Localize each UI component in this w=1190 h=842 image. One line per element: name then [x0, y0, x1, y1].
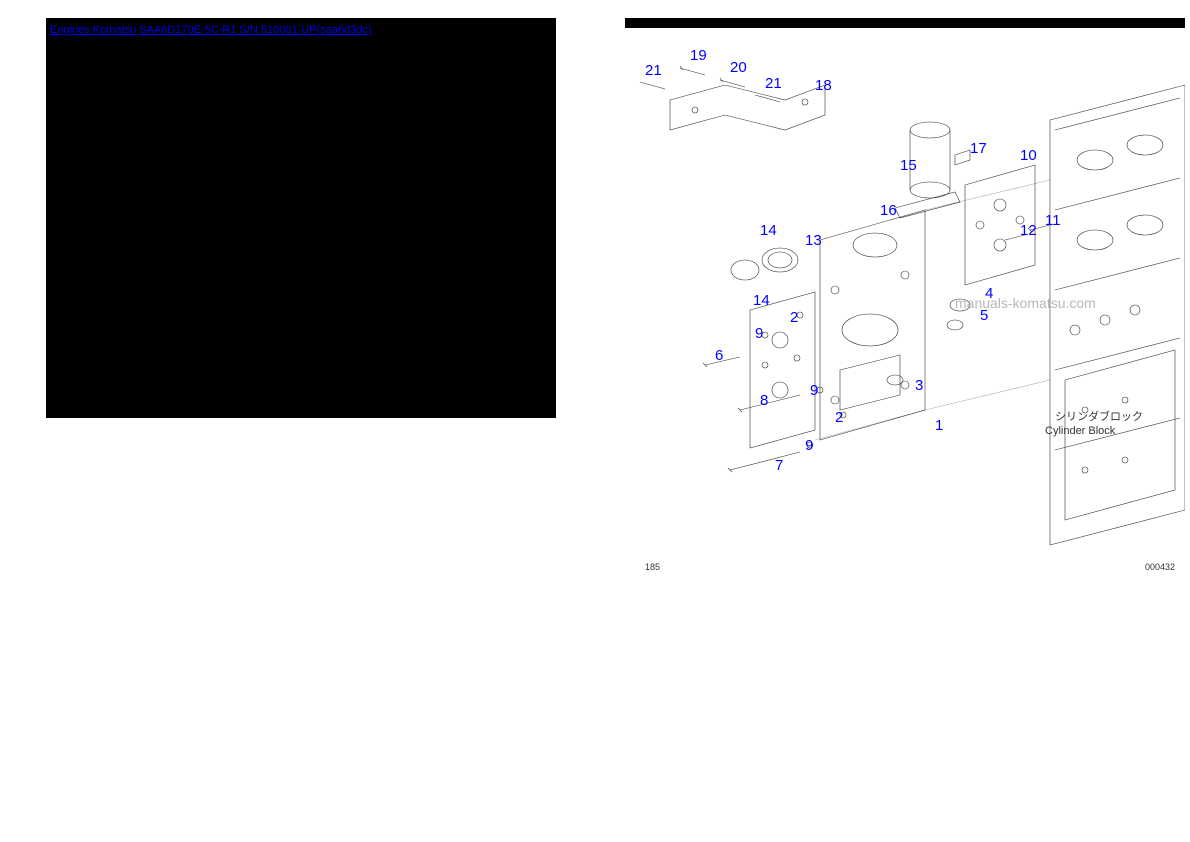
- callout-4: 4: [985, 285, 993, 302]
- parts-diagram: manuals-komatsu.com シリンダブロック Cylinder Bl…: [625, 30, 1185, 585]
- bracket-18: [670, 85, 825, 130]
- callout-2: 2: [790, 309, 798, 326]
- footer-left: 185: [645, 562, 660, 572]
- bearings: [731, 248, 798, 280]
- clamp-17: [955, 150, 970, 165]
- diagram-top-bar: [625, 18, 1185, 28]
- gasket-3: [887, 375, 903, 385]
- block-label-en: Cylinder Block: [1045, 425, 1116, 437]
- callout-20: 20: [730, 59, 747, 76]
- footer-right: 000432: [1145, 562, 1175, 572]
- callout-5: 5: [980, 307, 988, 324]
- callout-12: 12: [1020, 222, 1037, 239]
- main-housing: [820, 210, 925, 440]
- callout-17: 17: [970, 140, 987, 157]
- callout-3: 3: [915, 377, 923, 394]
- block-label-jp: シリンダブロック: [1055, 409, 1143, 423]
- callout-14: 14: [753, 292, 770, 309]
- watermark-text: manuals-komatsu.com: [955, 295, 1096, 311]
- bolts-side: [703, 357, 800, 472]
- callout-1: 1: [935, 417, 943, 434]
- callout-2: 2: [835, 409, 843, 426]
- pump-cover: [750, 292, 815, 448]
- callout-9: 9: [810, 382, 818, 399]
- callout-7: 7: [775, 457, 783, 474]
- callout-numbers: 1223456789991011121314141516171819202121: [645, 47, 1061, 474]
- callout-19: 19: [690, 47, 707, 64]
- cylinder-block: [1050, 85, 1185, 545]
- left-panel: Engines Komatsu SAA6D170E-5C-R1 S/N 5100…: [46, 18, 556, 418]
- callout-10: 10: [1020, 147, 1037, 164]
- callout-9: 9: [755, 325, 763, 342]
- gasket-16: [895, 192, 960, 218]
- callout-15: 15: [900, 157, 917, 174]
- callout-8: 8: [760, 392, 768, 409]
- breadcrumb: Engines Komatsu SAA6D170E-5C-R1 S/N 5100…: [46, 22, 376, 38]
- breadcrumb-link-engines[interactable]: Engines Komatsu: [50, 24, 136, 36]
- callout-9: 9: [805, 437, 813, 454]
- callout-18: 18: [815, 77, 832, 94]
- callout-14: 14: [760, 222, 777, 239]
- callout-6: 6: [715, 347, 723, 364]
- callout-21: 21: [645, 62, 662, 79]
- breadcrumb-link-model[interactable]: SAA6D170E-5C-R1 S/N 510001-UP(saa6d3dc): [139, 24, 371, 36]
- callout-13: 13: [805, 232, 822, 249]
- callout-16: 16: [880, 202, 897, 219]
- callout-21: 21: [765, 75, 782, 92]
- callout-11: 11: [1045, 212, 1061, 229]
